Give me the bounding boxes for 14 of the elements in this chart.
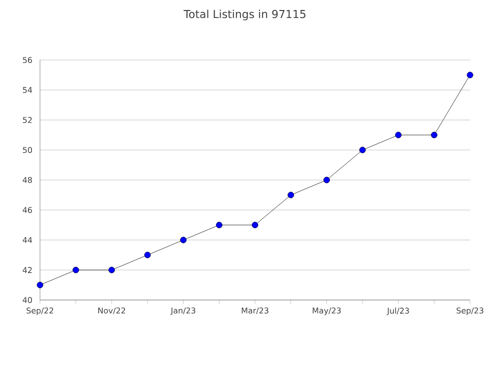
point — [395, 132, 402, 138]
point — [180, 236, 187, 244]
point — [72, 266, 80, 274]
point — [288, 192, 294, 198]
chart-title: Total Listings in 97115 — [184, 10, 306, 20]
point — [430, 132, 438, 138]
point — [144, 252, 151, 258]
point — [252, 222, 258, 228]
point — [36, 282, 44, 288]
point — [323, 176, 330, 184]
point — [359, 146, 366, 154]
point — [216, 222, 222, 228]
point — [466, 72, 474, 78]
point — [108, 266, 115, 274]
